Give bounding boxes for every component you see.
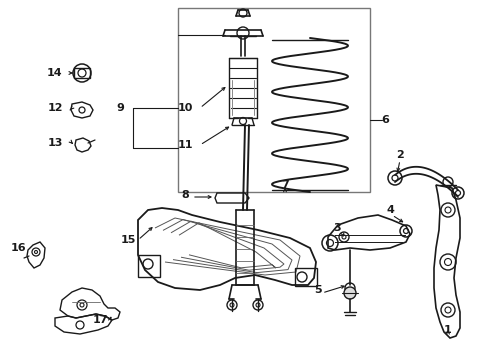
Bar — [138, 255, 160, 277]
Text: 6: 6 — [380, 115, 388, 125]
Text: 16: 16 — [10, 243, 26, 253]
Bar — [74, 68, 90, 78]
Circle shape — [343, 287, 355, 299]
Text: 10: 10 — [177, 103, 192, 113]
Text: 4: 4 — [385, 205, 393, 215]
Bar — [178, 8, 369, 192]
Bar — [294, 268, 316, 286]
Text: 17: 17 — [92, 315, 107, 325]
Text: 13: 13 — [47, 138, 62, 148]
Text: 5: 5 — [314, 285, 321, 295]
Text: 1: 1 — [443, 325, 451, 335]
Text: 15: 15 — [120, 235, 135, 245]
Text: 9: 9 — [116, 103, 123, 113]
Text: 14: 14 — [47, 68, 62, 78]
Text: 8: 8 — [181, 190, 188, 200]
Text: 2: 2 — [395, 150, 403, 160]
Text: 3: 3 — [332, 223, 340, 233]
Text: 7: 7 — [281, 180, 288, 190]
Text: 11: 11 — [177, 140, 192, 150]
Text: 12: 12 — [47, 103, 62, 113]
